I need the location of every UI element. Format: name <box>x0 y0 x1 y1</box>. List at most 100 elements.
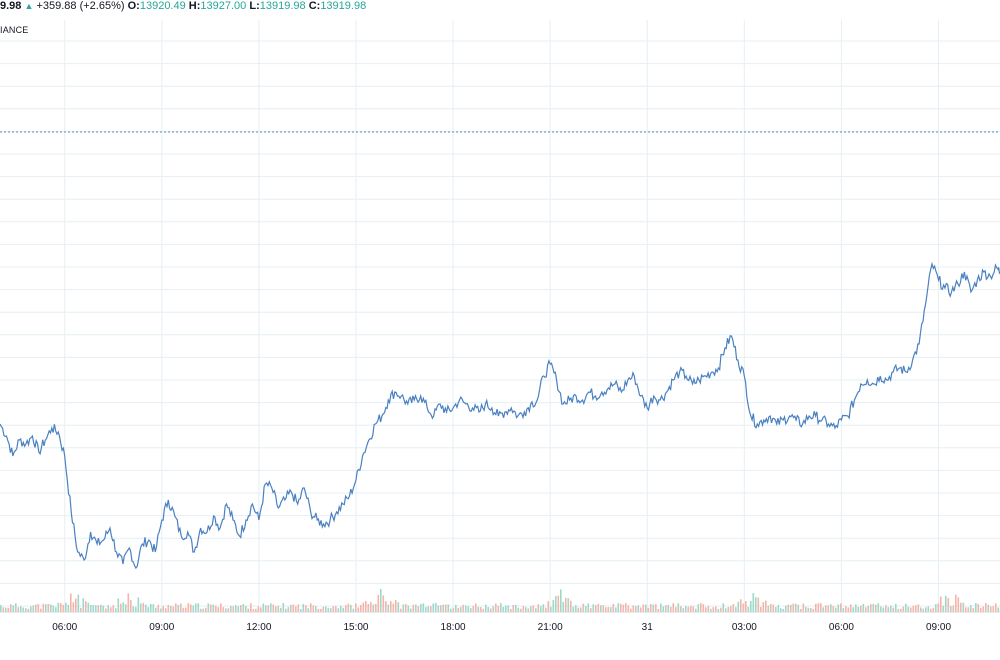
volume-bar <box>570 600 572 612</box>
close-label: C: <box>308 0 321 12</box>
volume-bar <box>742 603 745 612</box>
price-series-line[interactable] <box>0 261 1000 570</box>
volume-bar <box>997 607 1000 612</box>
volume-bar <box>82 598 85 612</box>
volume-bar <box>655 604 657 612</box>
volume-bar <box>482 608 485 612</box>
volume-bar <box>210 604 212 612</box>
volume-bar <box>525 607 527 612</box>
volume-bar <box>967 607 970 612</box>
volume-bar <box>822 607 825 612</box>
volume-bar <box>452 607 455 612</box>
volume-bar <box>187 603 190 612</box>
volume-bar <box>75 598 77 612</box>
volume-bar <box>550 606 552 612</box>
volume-bar <box>915 605 917 612</box>
volume-bar <box>377 594 380 612</box>
volume-bar <box>945 595 947 612</box>
volume-bar <box>745 601 747 612</box>
high-label: H: <box>188 0 201 12</box>
volume-bar <box>535 608 537 612</box>
volume-bar <box>265 605 267 612</box>
x-axis-ticks: 06:00 09:00 12:00 15:00 18:00 21:00 31 03:00 06:… <box>52 622 951 633</box>
volume-bar <box>567 598 570 612</box>
volume-bar <box>60 603 62 612</box>
volume-bar <box>285 608 287 612</box>
volume-bar <box>750 600 752 612</box>
volume-bar <box>0 605 2 612</box>
volume-bar <box>687 606 690 612</box>
volume-bar <box>777 605 780 612</box>
volume-bar <box>387 604 390 612</box>
volume-bar <box>415 604 417 612</box>
volume-bar <box>367 604 370 612</box>
volume-bar <box>480 607 482 612</box>
volume-bar <box>12 605 15 612</box>
volume-bar <box>972 608 975 612</box>
x-tick-label: 15:00 <box>343 622 368 633</box>
volume-bar <box>555 596 557 612</box>
volume-bar <box>15 603 17 612</box>
volume-bar <box>110 607 112 612</box>
volume-bar <box>487 607 490 612</box>
volume-bar <box>747 606 750 612</box>
volume-bar <box>447 604 450 612</box>
volume-bar <box>135 607 137 612</box>
volume-bar <box>947 598 950 612</box>
volume-bar <box>620 603 622 612</box>
volume-bar <box>547 601 550 612</box>
volume-bar <box>537 604 540 612</box>
volume-bar <box>295 606 297 612</box>
volume-bar <box>850 604 852 612</box>
volume-bar <box>707 605 710 612</box>
volume-bar <box>527 608 530 612</box>
volume-bar <box>712 607 715 612</box>
volume-bar <box>47 603 50 612</box>
volume-bar <box>685 605 687 612</box>
volume-bar <box>417 606 420 612</box>
volume-bar <box>2 607 5 612</box>
volume-bar <box>680 606 682 612</box>
volume-bar <box>460 606 462 612</box>
volume-bar <box>837 604 840 612</box>
volume-bar <box>402 604 405 612</box>
volume-bar <box>442 604 445 612</box>
volume-bar <box>870 604 872 612</box>
volume-bar <box>382 595 385 612</box>
x-tick-label: 09:00 <box>149 622 174 633</box>
low-value: 13919.98 <box>259 0 306 12</box>
volume-bar <box>740 599 742 612</box>
volume-bar <box>315 606 317 612</box>
volume-bar <box>385 601 387 612</box>
volume-bar <box>190 604 192 612</box>
volume-bar <box>810 608 812 612</box>
volume-bar <box>937 603 940 612</box>
volume-bar <box>222 607 225 612</box>
volume-bar <box>507 605 510 612</box>
volume-bar <box>300 609 302 612</box>
volume-bar <box>97 605 100 612</box>
volume-bar <box>632 605 635 612</box>
volume-bar <box>792 603 795 612</box>
volume-bar <box>797 604 800 612</box>
volume-bar <box>325 606 327 612</box>
volume-bar <box>65 602 67 612</box>
volume-bar <box>887 607 890 612</box>
volume-bar <box>375 603 377 612</box>
volume-bar <box>132 606 135 612</box>
volume-bar <box>290 605 292 612</box>
volume-bar <box>467 606 470 612</box>
volume-bar <box>885 605 887 612</box>
volume-bar <box>275 606 277 612</box>
volume-bar <box>522 606 525 612</box>
volume-bar <box>532 605 535 612</box>
volume-bar <box>775 607 777 612</box>
volume-bar <box>332 606 335 612</box>
volume-bar <box>232 606 235 612</box>
volume-bar <box>127 593 130 612</box>
open-value: 13920.49 <box>139 0 186 12</box>
volume-bar <box>170 605 172 612</box>
volume-bar <box>470 608 472 612</box>
volume-bar <box>410 608 412 612</box>
